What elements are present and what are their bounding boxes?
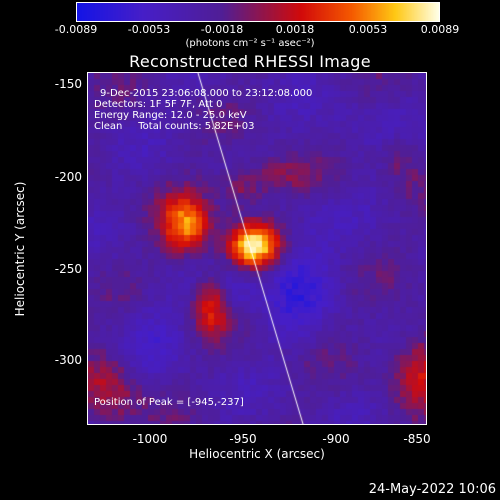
colorbar-tick: -0.0053 — [127, 23, 171, 36]
image-title: Reconstructed RHESSI Image — [129, 52, 371, 71]
clean-counts-label: Clean Total counts: 5.82E+03 — [94, 121, 255, 132]
colorbar-tick: 0.0053 — [348, 23, 388, 36]
image-plot — [87, 72, 427, 425]
y-tick-label: -150 — [54, 77, 82, 91]
x-tick-label: -1000 — [132, 432, 168, 446]
reconstructed-image — [88, 73, 426, 424]
y-tick-label: -300 — [54, 353, 82, 367]
colorbar-tick: -0.0089 — [54, 23, 98, 36]
x-tick-label: -850 — [403, 432, 431, 446]
colorbar-tick: -0.0018 — [200, 23, 244, 36]
detectors-label: Detectors: 1F 5F 7F, Att 0 — [94, 99, 223, 110]
colorbar-tick: 0.0018 — [275, 23, 315, 36]
y-tick-label: -200 — [54, 170, 82, 184]
colorbar-gradient — [76, 2, 440, 22]
energy-range-label: Energy Range: 12.0 - 25.0 keV — [94, 110, 247, 121]
x-tick-label: -950 — [229, 432, 257, 446]
footer-date: 24-May-2022 10:06 — [368, 482, 496, 497]
x-tick-label: -900 — [322, 432, 350, 446]
time-range-label: 9-Dec-2015 23:06:08.000 to 23:12:08.000 — [100, 88, 313, 99]
y-tick-label: -250 — [54, 262, 82, 276]
y-axis-label: Heliocentric Y (arcsec) — [13, 181, 27, 317]
colorbar-units: (photons cm⁻² s⁻¹ asec⁻²) — [185, 38, 315, 49]
peak-position-label: Position of Peak = [-945,-237] — [94, 397, 244, 408]
colorbar-tick: 0.0089 — [420, 23, 460, 36]
x-axis-label: Heliocentric X (arcsec) — [189, 447, 325, 461]
